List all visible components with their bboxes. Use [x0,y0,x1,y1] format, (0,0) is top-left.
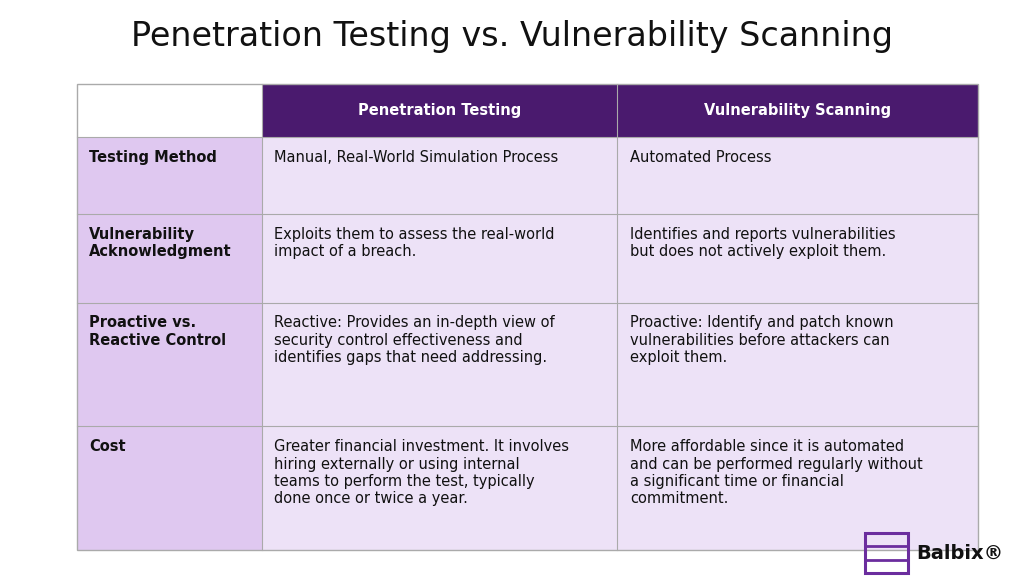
FancyBboxPatch shape [77,137,261,214]
FancyBboxPatch shape [77,84,261,137]
FancyBboxPatch shape [77,303,261,426]
FancyBboxPatch shape [617,137,978,214]
Text: Automated Process: Automated Process [630,150,771,165]
Text: Identifies and reports vulnerabilities
but does not actively exploit them.: Identifies and reports vulnerabilities b… [630,227,895,259]
Text: Manual, Real-World Simulation Process: Manual, Real-World Simulation Process [273,150,558,165]
Text: Penetration Testing: Penetration Testing [357,103,521,118]
Text: Exploits them to assess the real-world
impact of a breach.: Exploits them to assess the real-world i… [273,227,554,259]
FancyBboxPatch shape [77,214,261,303]
Text: More affordable since it is automated
and can be performed regularly without
a s: More affordable since it is automated an… [630,439,923,506]
FancyBboxPatch shape [617,426,978,550]
FancyBboxPatch shape [261,426,617,550]
Text: Penetration Testing vs. Vulnerability Scanning: Penetration Testing vs. Vulnerability Sc… [131,20,893,53]
Text: Proactive: Identify and patch known
vulnerabilities before attackers can
exploit: Proactive: Identify and patch known vuln… [630,316,893,365]
FancyBboxPatch shape [617,303,978,426]
FancyBboxPatch shape [261,84,617,137]
Text: Balbix®: Balbix® [916,544,1004,562]
FancyBboxPatch shape [617,84,978,137]
Text: Vulnerability
Acknowledgment: Vulnerability Acknowledgment [89,227,231,259]
Text: Greater financial investment. It involves
hiring externally or using internal
te: Greater financial investment. It involve… [273,439,568,506]
Text: Vulnerability Scanning: Vulnerability Scanning [705,103,891,118]
FancyBboxPatch shape [77,426,261,550]
FancyBboxPatch shape [617,214,978,303]
Text: Testing Method: Testing Method [89,150,217,165]
Text: Proactive vs.
Reactive Control: Proactive vs. Reactive Control [89,316,226,348]
Text: Reactive: Provides an in-depth view of
security control effectiveness and
identi: Reactive: Provides an in-depth view of s… [273,316,554,365]
FancyBboxPatch shape [261,137,617,214]
Text: Cost: Cost [89,439,126,454]
FancyBboxPatch shape [261,303,617,426]
FancyBboxPatch shape [261,214,617,303]
